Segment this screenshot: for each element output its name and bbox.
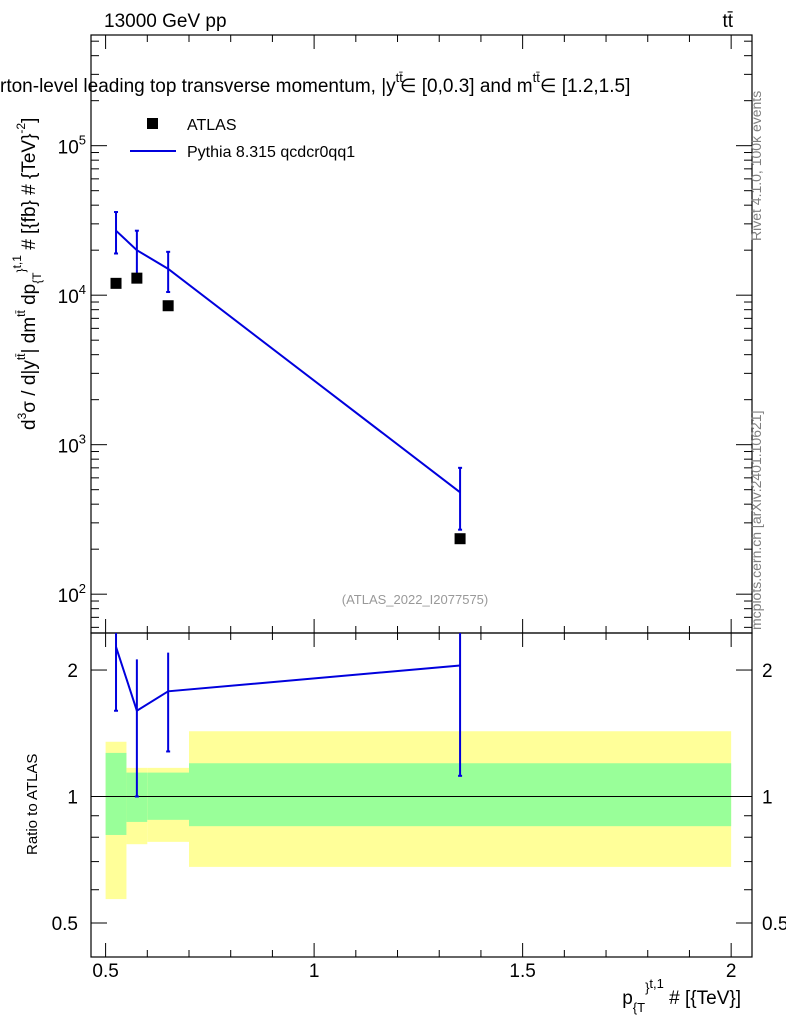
ratio-y-tick-label-left: 0.5 <box>52 914 78 935</box>
main-y-ticks <box>91 35 752 633</box>
x-tick-label: 1.5 <box>509 961 535 982</box>
y-axis-label-ratio: Ratio to ATLAS <box>24 754 41 855</box>
rivet-label: Rivet 4.1.0, 100k events <box>748 91 764 241</box>
legend-atlas-label: ATLAS <box>187 117 237 134</box>
ratio-y-tick-label-right: 2 <box>762 661 773 682</box>
x-tick-label: 2 <box>726 961 737 982</box>
main-y-tick-label: 104 <box>58 282 86 308</box>
ratio-panel-frame <box>90 632 753 958</box>
mcplots-label: mcplots.cern.ch [arXiv:2401.10621] <box>748 411 764 630</box>
ratio-band-inner <box>105 752 127 835</box>
x-tick-label: 1 <box>309 961 320 982</box>
analysis-watermark: (ATLAS_2022_I2077575) <box>342 592 488 607</box>
energy-label: 13000 GeV pp <box>104 11 227 32</box>
legend: ATLAS Pythia 8.315 qcdcr0qq1 <box>130 117 355 161</box>
main-y-tick-label: 102 <box>58 581 86 607</box>
main-y-tick-labels: 102 103 104 105 <box>58 133 86 607</box>
atlas-data-point <box>454 533 466 545</box>
pythia-line <box>115 229 461 494</box>
ratio-data-marks <box>114 633 463 798</box>
legend-pythia-label: Pythia 8.315 qcdcr0qq1 <box>187 144 355 161</box>
pythia-ratio-line <box>115 646 461 713</box>
ratio-y-tick-label-right: 0.5 <box>762 914 786 935</box>
main-y-tick-label: 103 <box>58 432 86 458</box>
legend-atlas-marker <box>147 118 158 129</box>
process-label: tt̄ <box>722 11 733 32</box>
plot-title: rton-level leading top transverse moment… <box>0 70 630 97</box>
main-y-tick-label: 105 <box>58 133 86 159</box>
atlas-data-point <box>162 300 174 312</box>
ratio-y-tick-label-left: 2 <box>67 661 78 682</box>
x-axis-label: p{T}t,1 # [{TeV}] <box>622 976 741 1015</box>
main-data-marks <box>110 211 466 545</box>
ratio-tick-labels: 0.5 0.5 1 1 2 2 0.5 1 1.5 2 <box>52 661 786 982</box>
ratio-uncertainty-bands <box>91 731 752 900</box>
atlas-data-point <box>110 277 122 289</box>
ratio-y-tick-label-left: 1 <box>67 788 78 809</box>
atlas-data-point <box>131 272 143 284</box>
ratio-ticks <box>91 633 752 957</box>
ratio-y-tick-label-right: 1 <box>762 788 773 809</box>
x-tick-label: 0.5 <box>92 961 118 982</box>
y-axis-label-main: d3σ / d|ytt̄| dmtt̄ dp{T}t,1 # [{fb} # {… <box>10 118 44 430</box>
